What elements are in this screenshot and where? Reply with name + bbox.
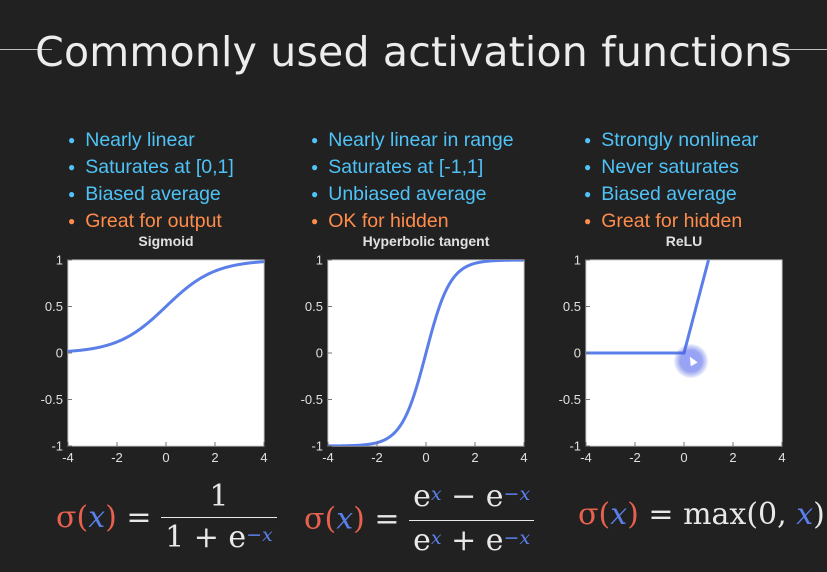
- x-tick-label: -2: [629, 450, 641, 465]
- y-tick-label: -1: [569, 439, 581, 454]
- x-tick-label: -2: [111, 450, 123, 465]
- y-tick-label: 1: [574, 253, 581, 268]
- bullet-item: Saturates at [0,1]: [68, 155, 234, 182]
- chart-sigmoid: Sigmoid -4 -2 0 2 4 1 0.5 0 -0.5 -1: [41, 233, 268, 465]
- formula-relu: σ(x) = max(0, x): [578, 497, 825, 532]
- x-tick-label: 4: [778, 450, 785, 465]
- bullet-item: Never saturates: [584, 155, 758, 182]
- x-tick-label: 2: [729, 450, 736, 465]
- y-tick-label: -0.5: [559, 392, 581, 407]
- bullets-relu: Strongly nonlinear Never saturates Biase…: [584, 128, 758, 236]
- x-tick-label: 0: [422, 450, 429, 465]
- bullet-list: Nearly linear Saturates at [0,1] Biased …: [68, 128, 234, 236]
- bullet-item: Nearly linear in range: [311, 128, 513, 155]
- y-tick-label: 0: [574, 346, 581, 361]
- bullet-item: Biased average: [68, 182, 234, 209]
- title-bar: Commonly used activation functions: [0, 0, 827, 100]
- chart-relu: ReLU -4 -2 0 2 4 1 0.5 0 -0.5 -1: [559, 233, 786, 465]
- bullet-item: OK for hidden: [311, 209, 514, 236]
- x-tick-label: -2: [371, 450, 383, 465]
- formula-tanh: σ(x) = ex − e−x ex + e−x: [304, 477, 535, 564]
- x-tick-label: -4: [322, 450, 334, 465]
- x-tick-label: 4: [520, 450, 527, 465]
- x-tick-label: 0: [162, 450, 169, 465]
- bullets-sigmoid: Nearly linear Saturates at [0,1] Biased …: [68, 128, 234, 236]
- x-tick-label: 4: [260, 450, 267, 465]
- fraction: ex − e−x ex + e−x: [409, 477, 535, 564]
- y-tick-label: -0.5: [41, 392, 63, 407]
- bullet-item: Nearly linear: [68, 128, 234, 155]
- bullet-item: Great for output: [68, 209, 234, 236]
- chart-title: ReLU: [666, 233, 703, 249]
- chart-title: Hyperbolic tangent: [363, 233, 490, 249]
- bullet-item: Saturates at [-1,1]: [311, 155, 514, 182]
- x-tick-label: -4: [62, 450, 74, 465]
- chart-title: Sigmoid: [138, 233, 193, 249]
- x-tick-label: 2: [211, 450, 218, 465]
- series-line: [586, 260, 710, 355]
- bullet-item: Strongly nonlinear: [584, 128, 758, 155]
- chart-tanh: Hyperbolic tangent -4 -2 0 2 4 1 0.5 0 -0.5 -1: [301, 233, 528, 465]
- y-tick-label: 0.5: [563, 299, 581, 314]
- formula-sigmoid: σ(x) = 1 1 + e−x: [56, 477, 277, 561]
- y-tick-label: -1: [51, 439, 63, 454]
- cursor-highlight: [674, 344, 708, 378]
- y-tick-label: 1: [316, 253, 323, 268]
- series-line: [328, 260, 524, 446]
- fraction: 1 1 + e−x: [161, 477, 277, 561]
- y-tick-label: 0: [56, 346, 63, 361]
- y-tick-label: 0.5: [305, 299, 323, 314]
- y-tick-label: 0.5: [45, 299, 63, 314]
- y-tick-label: -1: [311, 439, 323, 454]
- bullet-list: Strongly nonlinear Never saturates Biase…: [584, 128, 758, 236]
- title-rule-left: [0, 49, 52, 50]
- bullet-list: Nearly linear in range Saturates at [-1,…: [311, 128, 514, 236]
- y-tick-label: 0: [316, 346, 323, 361]
- plot-area: [67, 259, 265, 447]
- title-rule-right: [775, 49, 827, 50]
- bullet-item: Great for hidden: [584, 209, 758, 236]
- x-tick-label: 0: [680, 450, 687, 465]
- bullet-item: Biased average: [584, 182, 758, 209]
- y-tick-label: -0.5: [301, 392, 323, 407]
- slide-title: Commonly used activation functions: [35, 28, 792, 76]
- x-tick-label: -4: [580, 450, 592, 465]
- bullet-item: Unbiased average: [311, 182, 514, 209]
- bullets-tanh: Nearly linear in range Saturates at [-1,…: [311, 128, 514, 236]
- x-tick-label: 2: [471, 450, 478, 465]
- y-tick-label: 1: [56, 253, 63, 268]
- series-line: [68, 260, 264, 353]
